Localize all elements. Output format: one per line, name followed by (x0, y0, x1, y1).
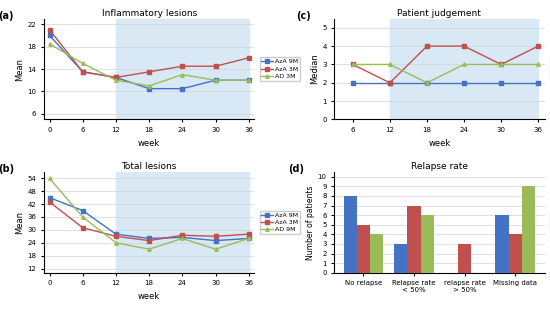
Bar (357, 225, 370, 273)
AD 3M (79, 62, 86, 65)
Bar (116, 19, 249, 119)
Line: AzA 9M: AzA 9M (48, 34, 250, 91)
AzA 3M (424, 44, 430, 48)
Legend: AzA 9M, AzA 3M, AD 3M: AzA 9M, AzA 3M, AD 3M (260, 57, 300, 81)
AzA 9M (179, 236, 186, 239)
Bar (116, 172, 249, 273)
AzA 3M (212, 64, 219, 68)
AD 3M (146, 84, 152, 88)
X-axis label: week: week (428, 139, 450, 148)
AD  9M (424, 81, 430, 85)
AzA 3M (349, 63, 356, 66)
X-axis label: week: week (138, 139, 160, 148)
Y-axis label: Mean: Mean (15, 58, 25, 81)
AzA 9M (179, 87, 186, 91)
Text: (a): (a) (0, 11, 13, 20)
AzA 9M (535, 81, 542, 85)
Title: Relapse rate: Relapse rate (411, 162, 468, 171)
AzA 3M (113, 76, 119, 79)
Line: AzA 3M: AzA 3M (48, 200, 250, 242)
Y-axis label: Mean: Mean (15, 211, 25, 234)
Line: AzA 9M: AzA 9M (351, 81, 540, 85)
AD 9M (245, 237, 252, 240)
Bar (421, 215, 434, 273)
AzA 9M (212, 78, 219, 82)
AzA 3M (535, 44, 542, 48)
AzA 9M (245, 237, 252, 240)
Bar (390, 19, 538, 119)
AzA 3M (498, 63, 504, 66)
AD 9M (146, 247, 152, 251)
AzA 9M (46, 33, 53, 37)
Text: (d): (d) (288, 164, 304, 174)
AzA 9M (387, 81, 393, 85)
AzA 9M (461, 81, 468, 85)
AD 9M (79, 215, 86, 219)
AzA 3M (146, 239, 152, 242)
Title: Total lesions: Total lesions (122, 162, 177, 171)
AzA 9M (245, 78, 252, 82)
AD  9M (535, 63, 542, 66)
AD  9M (461, 63, 468, 66)
AzA 3M (212, 234, 219, 238)
Text: (b): (b) (0, 164, 14, 174)
Line: AD 9M: AD 9M (48, 177, 250, 251)
AzA 3M (179, 233, 186, 237)
AzA 3M (461, 44, 468, 48)
AzA 9M (212, 239, 219, 242)
AzA 3M (79, 226, 86, 230)
Bar (496, 215, 509, 273)
AzA 9M (146, 237, 152, 240)
AzA 3M (46, 28, 53, 32)
AzA 3M (113, 234, 119, 238)
Y-axis label: Number of patients: Number of patients (306, 185, 315, 259)
AzA 9M (113, 76, 119, 79)
AzA 3M (146, 70, 152, 74)
Line: AD 3M: AD 3M (48, 42, 250, 88)
Bar (344, 196, 357, 273)
AD 3M (245, 78, 252, 82)
AzA 3M (245, 232, 252, 236)
Bar (370, 234, 383, 273)
Line: AzA 3M: AzA 3M (48, 28, 250, 79)
AzA 3M (179, 64, 186, 68)
AzA 9M (79, 70, 86, 74)
Bar (458, 244, 471, 273)
Text: (c): (c) (296, 11, 311, 20)
AD  9M (498, 63, 504, 66)
Bar (522, 186, 535, 273)
Bar (394, 244, 408, 273)
AzA 3M (46, 200, 53, 204)
Bar (408, 206, 421, 273)
AzA 9M (46, 196, 53, 200)
AD 3M (179, 73, 186, 77)
Line: AzA 3M: AzA 3M (351, 44, 540, 85)
Y-axis label: Median: Median (310, 54, 320, 84)
AD 3M (212, 78, 219, 82)
AzA 9M (146, 87, 152, 91)
AzA 3M (245, 56, 252, 60)
AzA 3M (79, 70, 86, 74)
Legend: AzA 9M, AzA 3M, AD 9M: AzA 9M, AzA 3M, AD 9M (260, 210, 300, 234)
X-axis label: week: week (138, 292, 160, 301)
AzA 9M (79, 209, 86, 212)
AD 9M (113, 241, 119, 245)
Bar (509, 234, 522, 273)
Title: Inflammatory lesions: Inflammatory lesions (102, 9, 197, 18)
AD  9M (349, 63, 356, 66)
AD 3M (46, 42, 53, 46)
Line: AzA 9M: AzA 9M (48, 196, 250, 242)
AD  9M (387, 63, 393, 66)
AzA 9M (349, 81, 356, 85)
AD 9M (46, 176, 53, 180)
AD 9M (212, 247, 219, 251)
AzA 3M (387, 81, 393, 85)
Line: AD  9M: AD 9M (351, 63, 540, 85)
AD 3M (113, 78, 119, 82)
AD 9M (179, 237, 186, 240)
AzA 9M (424, 81, 430, 85)
Title: Patient judgement: Patient judgement (398, 9, 481, 18)
AzA 9M (498, 81, 504, 85)
AzA 9M (113, 232, 119, 236)
